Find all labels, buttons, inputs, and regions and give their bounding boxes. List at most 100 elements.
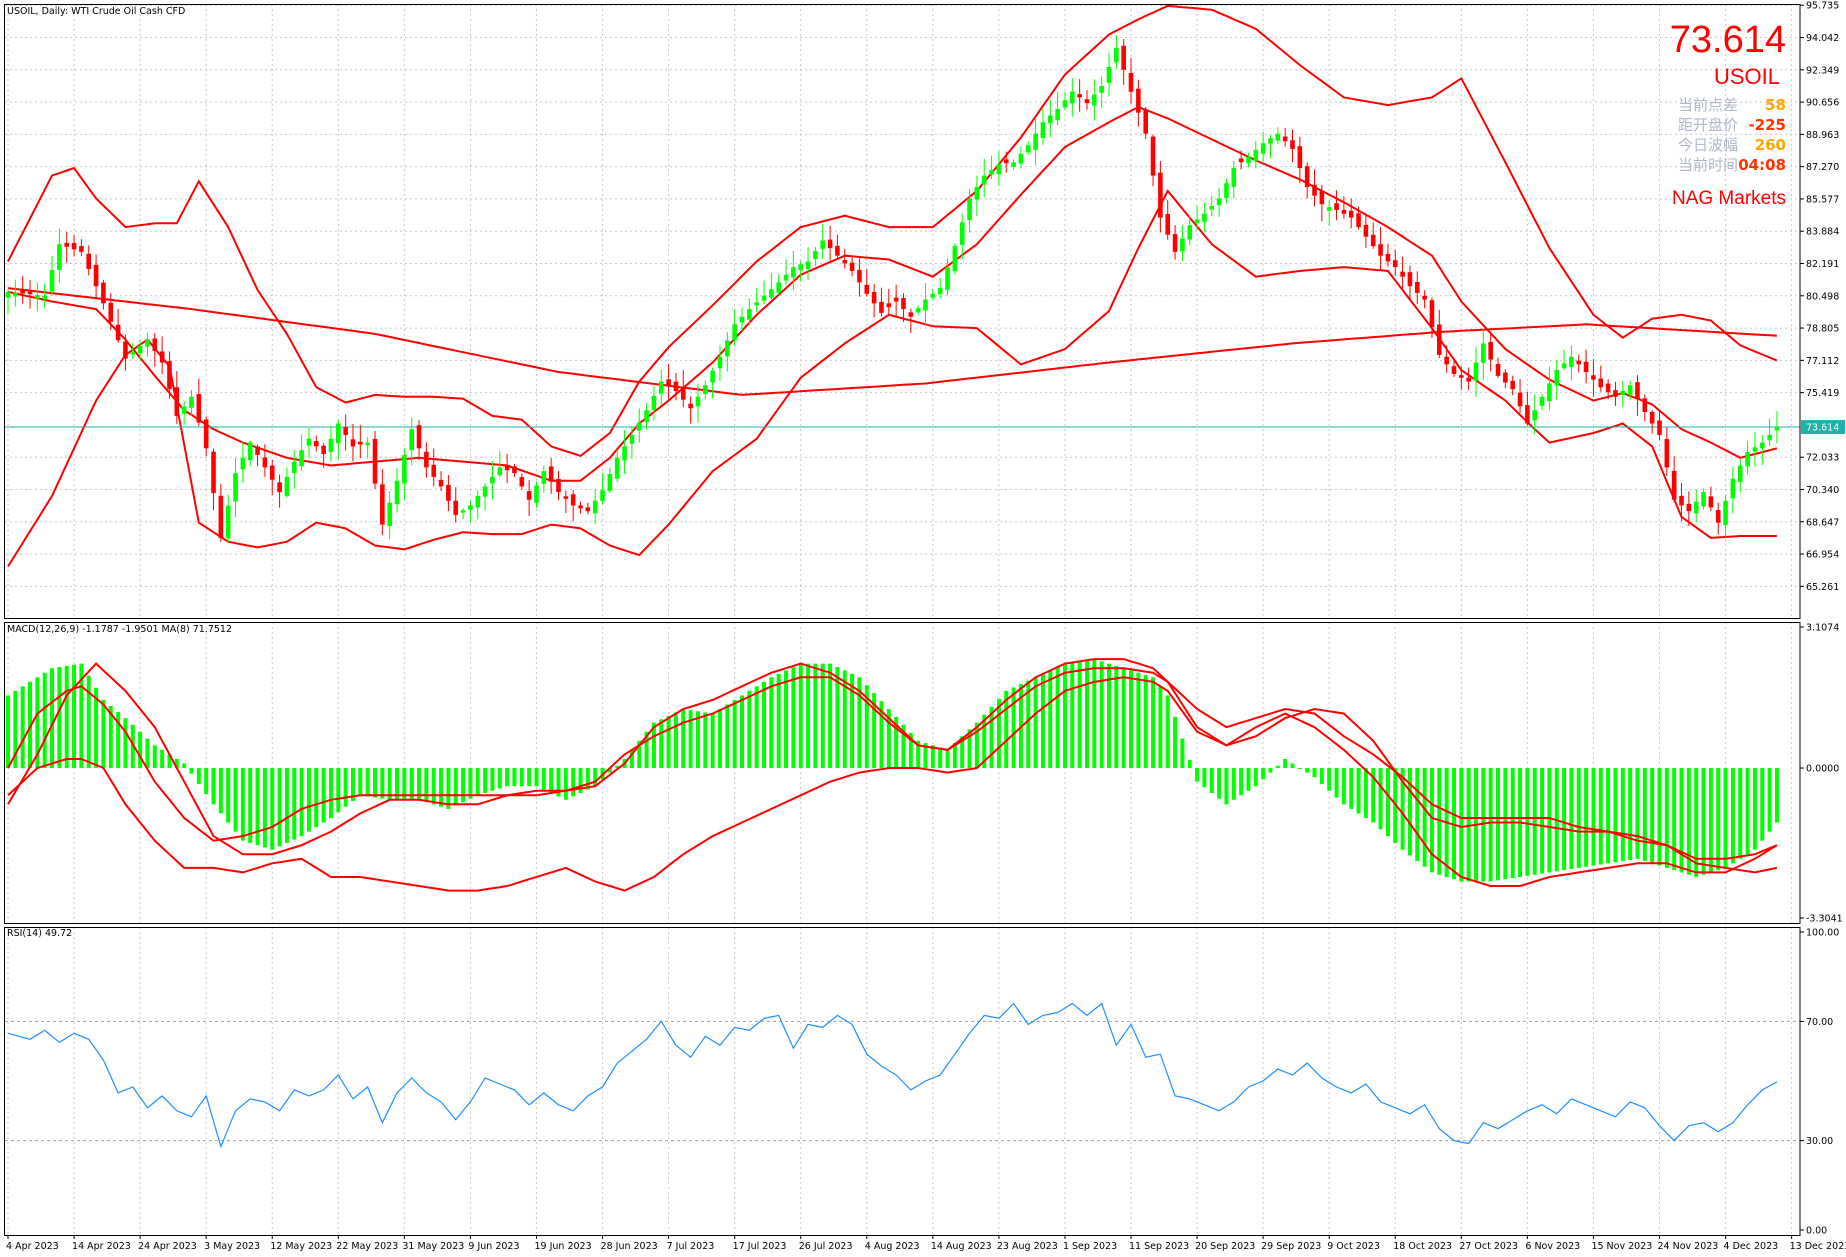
candle-body: [1304, 166, 1310, 188]
candle-body: [358, 441, 363, 445]
macd-histogram-bar: [94, 687, 99, 769]
macd-histogram-bar: [1503, 768, 1508, 880]
candle-body: [284, 476, 290, 496]
candle-body: [651, 395, 657, 411]
macd-histogram-bar: [424, 768, 429, 803]
macd-histogram-bar: [1173, 716, 1178, 769]
macd-histogram-bar: [50, 668, 55, 769]
candle-body: [1077, 94, 1082, 98]
candle-body: [1319, 191, 1325, 205]
macd-histogram-bar: [754, 686, 759, 769]
macd-histogram-bar: [1246, 768, 1251, 791]
macd-histogram-bar: [813, 663, 818, 769]
macd-histogram-bar: [695, 711, 700, 769]
macd-histogram-bar: [1466, 768, 1471, 882]
macd-histogram-bar: [820, 663, 825, 769]
overlay-symbol: USOIL: [1714, 64, 1780, 89]
candle-body: [1759, 442, 1765, 449]
candle-body: [1437, 324, 1442, 355]
candle-body: [959, 222, 965, 245]
macd-histogram-bar: [1136, 672, 1141, 769]
candle-body: [145, 339, 150, 347]
candle-body: [343, 427, 348, 435]
candle-body: [636, 422, 642, 431]
macd-histogram-bar: [284, 768, 289, 843]
macd-histogram-bar: [637, 740, 642, 769]
candle-body: [1561, 363, 1567, 369]
macd-histogram-bar: [835, 667, 840, 769]
macd-histogram-bar: [490, 768, 495, 791]
candle-body: [1459, 375, 1464, 378]
macd-histogram-bar: [1378, 768, 1383, 830]
candle-body: [490, 476, 495, 484]
candle-body: [1422, 295, 1427, 300]
candle-body: [1040, 122, 1046, 139]
candle-body: [1767, 434, 1772, 441]
date-axis-label: 31 May 2023: [402, 1241, 464, 1252]
macd-histogram-bar: [1488, 768, 1493, 882]
candle-body: [1209, 206, 1215, 210]
candle-body: [328, 438, 334, 453]
candle-body: [570, 494, 576, 506]
candle-body: [1158, 172, 1163, 218]
macd-histogram-bar: [1613, 768, 1618, 863]
macd-histogram-bar: [277, 768, 282, 847]
macd-histogram-bar: [79, 663, 84, 769]
overlay-row-label: 当前时间: [1678, 156, 1738, 174]
candle-body: [365, 442, 370, 446]
candle-body: [1473, 362, 1479, 381]
candle-body: [402, 454, 407, 484]
date-axis-label: 4 Aug 2023: [865, 1241, 920, 1252]
candle-body: [739, 316, 745, 323]
rsi-header: RSI(14) 49.72: [7, 928, 72, 939]
candle-body: [1224, 183, 1229, 198]
macd-histogram-bar: [1429, 768, 1434, 873]
macd-histogram-bar: [1723, 768, 1728, 868]
macd-signal-line: [7, 658, 1778, 887]
candle-body: [1444, 356, 1449, 365]
macd-histogram-bar: [1062, 663, 1067, 769]
macd-histogram-bar: [262, 768, 267, 848]
macd-histogram-bar: [497, 768, 502, 789]
candle-body: [299, 450, 304, 467]
candle-body: [1657, 420, 1662, 435]
macd-histogram-bar: [314, 768, 319, 828]
date-axis-label: 12 May 2023: [270, 1241, 332, 1252]
candle-body: [321, 445, 326, 455]
macd-histogram-bar: [1107, 663, 1111, 769]
macd-histogram-bar: [204, 768, 209, 795]
candle-body: [607, 474, 613, 492]
macd-histogram-bar: [1180, 738, 1185, 769]
macd-histogram-bar: [358, 768, 363, 796]
price-axis-label: 92.349: [1806, 65, 1839, 76]
candle-body: [820, 240, 826, 249]
price-axes: 95.735 94.042 92.349 90.656 88.963 87.270 85.5…: [1800, 1, 1845, 1237]
macd-pane[interactable]: [6, 658, 1779, 892]
macd-histogram-bar: [1143, 674, 1148, 769]
candle-body: [233, 473, 238, 502]
candle-body: [563, 496, 569, 499]
pane-frames: [4, 4, 1801, 1236]
macd-histogram-bar: [72, 664, 77, 769]
main-price-pane[interactable]: [5, 4, 1800, 568]
candle-body: [1114, 47, 1119, 63]
main-chart-header: USOIL, Daily: WTI Crude Oil Cash CFD: [7, 6, 185, 17]
macd-histogram-bar: [930, 745, 935, 769]
candle-body: [240, 457, 246, 470]
macd-histogram-bar: [160, 749, 165, 769]
rsi-pane[interactable]: [7, 1002, 1778, 1149]
macd-histogram-bar: [651, 722, 656, 769]
macd-histogram-bar: [1481, 768, 1486, 882]
candle-body: [1172, 234, 1178, 252]
macd-histogram-bar: [1363, 768, 1368, 818]
candle-body: [1451, 366, 1457, 374]
candle-body: [1517, 392, 1523, 407]
price-axis-label: 95.735: [1806, 1, 1839, 12]
candle-body: [1092, 94, 1097, 106]
date-axis-label: 3 May 2023: [204, 1241, 260, 1252]
macd-histogram-bar: [108, 706, 113, 769]
candle-body: [394, 480, 400, 505]
candle-body: [101, 282, 106, 304]
macd-histogram-bar: [1591, 768, 1596, 866]
